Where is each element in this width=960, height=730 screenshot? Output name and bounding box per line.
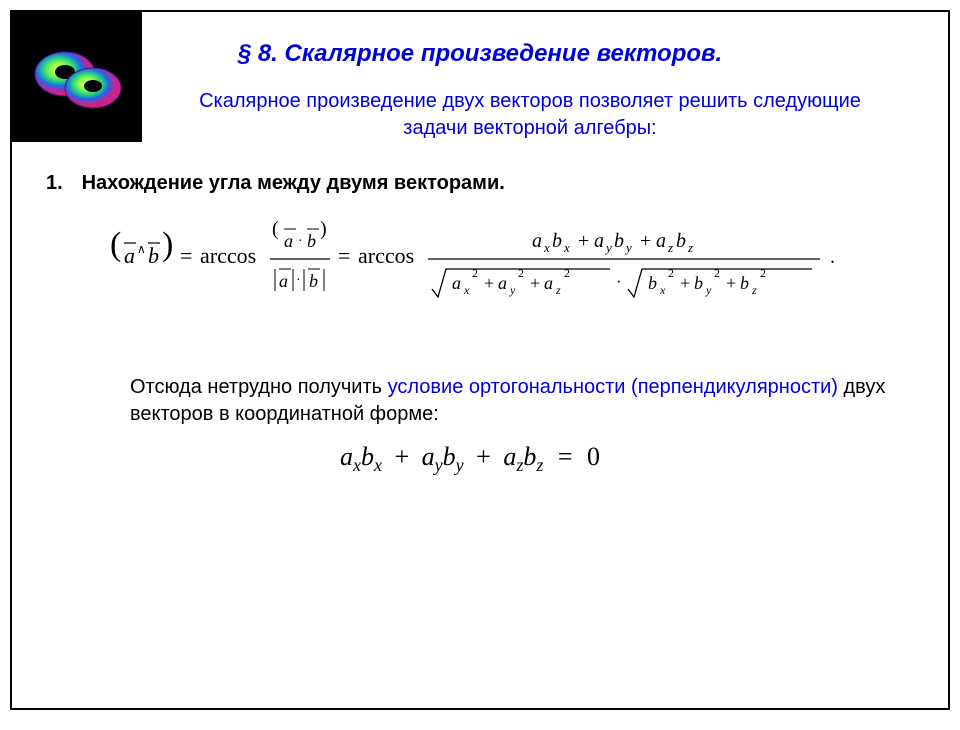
orthogonality-formula: axbx + ayby + azbz = 0 — [12, 436, 948, 484]
f2-by-b: b — [443, 442, 456, 471]
svg-text:2: 2 — [564, 266, 570, 280]
svg-text:y: y — [705, 283, 712, 297]
svg-text:+: + — [484, 273, 494, 293]
svg-text:z: z — [751, 283, 757, 297]
svg-text:arccos: arccos — [358, 243, 414, 268]
svg-text:(: ( — [272, 218, 279, 240]
svg-text:x: x — [659, 283, 666, 297]
svg-text:b: b — [614, 230, 624, 252]
svg-text:x: x — [463, 283, 470, 297]
slide-subtitle: Скалярное произведение двух векторов поз… — [12, 68, 948, 148]
svg-text:a: a — [656, 230, 666, 252]
svg-text:+: + — [578, 230, 589, 252]
svg-text:): ) — [320, 218, 327, 240]
decorative-torus-icon — [12, 12, 142, 142]
f2-by-sub: y — [456, 455, 464, 475]
svg-text:2: 2 — [714, 266, 720, 280]
svg-text:b: b — [552, 230, 562, 252]
svg-text:x: x — [563, 240, 570, 255]
f2-zero: 0 — [587, 442, 600, 471]
torus-svg — [27, 32, 127, 122]
svg-text:y: y — [604, 240, 612, 255]
svg-text:·: · — [616, 274, 621, 291]
svg-text:b: b — [694, 273, 703, 293]
f2-ax-a: a — [340, 442, 353, 471]
f2-az-a: a — [503, 442, 516, 471]
svg-text:·: · — [298, 234, 303, 249]
f2-ay-a: a — [422, 442, 435, 471]
svg-text:·: · — [296, 273, 301, 288]
svg-text:y: y — [624, 240, 632, 255]
f2-bx-b: b — [361, 442, 374, 471]
svg-text:z: z — [687, 240, 693, 255]
svg-text:): ) — [162, 226, 173, 263]
formula-svg: ( ) a ∧ b = arccos ( ) a · — [100, 215, 860, 311]
svg-text:+: + — [530, 273, 540, 293]
slide-frame: § 8. Скалярное произведение векторов. Ск… — [10, 10, 950, 710]
f2-bz-sub: z — [536, 455, 543, 475]
para-text-1: Отсюда нетрудно получить — [130, 376, 388, 398]
f2-ax-sub: x — [353, 455, 361, 475]
svg-text:a: a — [452, 273, 461, 293]
subtitle-line-1: Скалярное произведение двух векторов поз… — [199, 90, 861, 112]
item-text: Нахождение угла между двумя векторами. — [82, 172, 505, 194]
slide-title: § 8. Скалярное произведение векторов. — [12, 12, 948, 68]
svg-text:a: a — [594, 230, 604, 252]
subtitle-line-2: задачи векторной алгебры: — [403, 117, 656, 139]
orthogonality-paragraph: Отсюда нетрудно получить условие ортогон… — [12, 324, 948, 436]
f2-eq: = — [550, 442, 581, 471]
svg-text:z: z — [555, 283, 561, 297]
list-item-1: 1. Нахождение угла между двумя векторами… — [12, 148, 948, 203]
svg-text:+: + — [640, 230, 651, 252]
svg-text:+: + — [680, 273, 690, 293]
svg-text:a: a — [544, 273, 553, 293]
f2-bz-b: b — [523, 442, 536, 471]
item-number: 1. — [46, 172, 76, 195]
svg-text:2: 2 — [518, 266, 524, 280]
svg-text:2: 2 — [472, 266, 478, 280]
svg-text:a: a — [284, 231, 293, 251]
para-condition: условие ортогональности (перпендикулярно… — [388, 376, 838, 398]
svg-text:b: b — [309, 271, 318, 291]
svg-text:a: a — [279, 271, 288, 291]
svg-text:a: a — [124, 243, 135, 268]
svg-text:z: z — [667, 240, 673, 255]
f2-plus-1: + — [388, 442, 415, 471]
svg-text:2: 2 — [760, 266, 766, 280]
svg-text:b: b — [676, 230, 686, 252]
svg-text:b: b — [307, 231, 316, 251]
svg-text:arccos: arccos — [200, 243, 256, 268]
svg-text:b: b — [648, 273, 657, 293]
f2-bx-sub: x — [374, 455, 382, 475]
svg-text:(: ( — [110, 226, 121, 263]
svg-text:b: b — [740, 273, 749, 293]
svg-text:+: + — [726, 273, 736, 293]
f2-plus-2: + — [470, 442, 497, 471]
svg-text:y: y — [509, 283, 516, 297]
angle-formula: ( ) a ∧ b = arccos ( ) a · — [12, 203, 948, 324]
svg-text:x: x — [543, 240, 550, 255]
svg-text:b: b — [148, 243, 159, 268]
f2-ay-sub: y — [435, 455, 443, 475]
svg-text:2: 2 — [668, 266, 674, 280]
svg-text:.: . — [830, 246, 835, 268]
svg-text:=: = — [180, 243, 192, 268]
svg-text:∧: ∧ — [137, 242, 146, 256]
svg-text:a: a — [498, 273, 507, 293]
svg-text:a: a — [532, 230, 542, 252]
svg-text:=: = — [338, 243, 350, 268]
